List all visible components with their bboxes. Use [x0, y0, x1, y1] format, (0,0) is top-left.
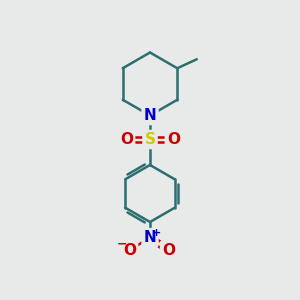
- Text: O: O: [162, 243, 175, 258]
- Text: O: O: [120, 132, 133, 147]
- Text: −: −: [117, 238, 128, 251]
- Text: N: N: [144, 230, 156, 245]
- Text: +: +: [152, 227, 161, 238]
- Text: O: O: [167, 132, 180, 147]
- Text: N: N: [144, 108, 156, 123]
- Text: O: O: [123, 243, 136, 258]
- Text: S: S: [145, 132, 155, 147]
